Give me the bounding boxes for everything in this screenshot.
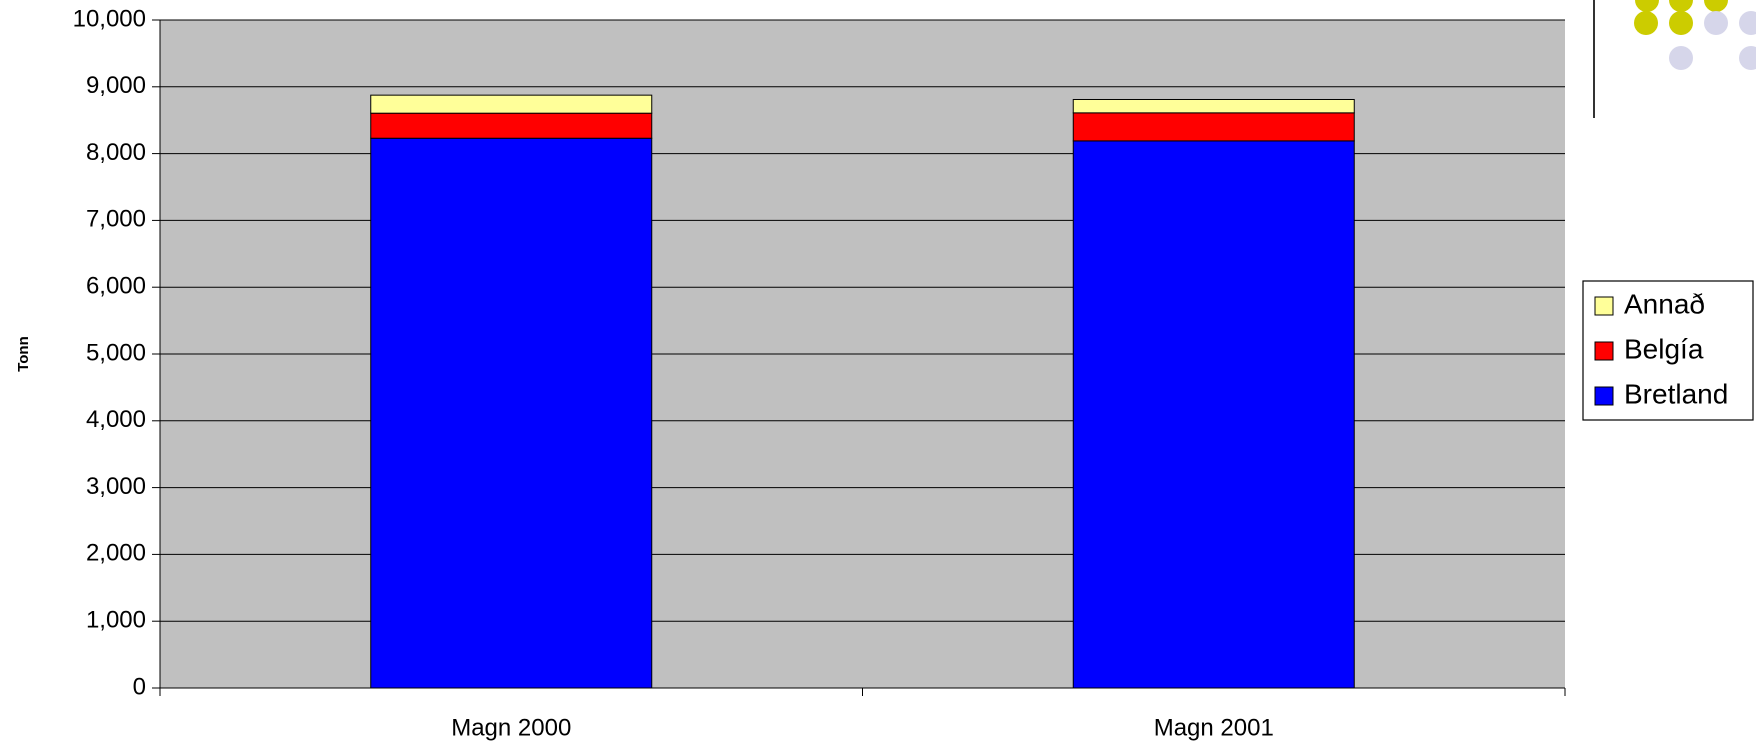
bar-segment [370, 94, 653, 114]
y-tick-label: 7,000 [86, 206, 146, 233]
legend-swatch [1594, 296, 1614, 316]
legend-label: Belgía [1624, 333, 1704, 364]
legend-swatch [1594, 341, 1614, 361]
bar-segment [1072, 112, 1355, 142]
bar-segment [1072, 140, 1355, 689]
x-tick-label: Magn 2000 [451, 714, 571, 741]
x-tick-label: Magn 2001 [1154, 714, 1274, 741]
y-tick-label: 2,000 [86, 540, 146, 567]
y-tick-label: 1,000 [86, 607, 146, 634]
y-axis-label: Tonn [15, 336, 32, 372]
y-tick-label: 8,000 [86, 139, 146, 166]
legend-label: Annað [1624, 288, 1705, 319]
y-tick-label: 10,000 [73, 5, 146, 32]
y-tick-label: 3,000 [86, 473, 146, 500]
y-tick-label: 9,000 [86, 72, 146, 99]
bar-segment [370, 112, 653, 139]
legend-label: Bretland [1624, 378, 1728, 409]
y-tick-label: 5,000 [86, 339, 146, 366]
bar-segment [370, 137, 653, 689]
y-tick-label: 4,000 [86, 406, 146, 433]
legend-swatch [1594, 386, 1614, 406]
bar-segment [1072, 98, 1355, 114]
y-tick-label: 0 [133, 673, 146, 700]
y-tick-label: 6,000 [86, 273, 146, 300]
decor-dots [1634, 0, 1756, 70]
